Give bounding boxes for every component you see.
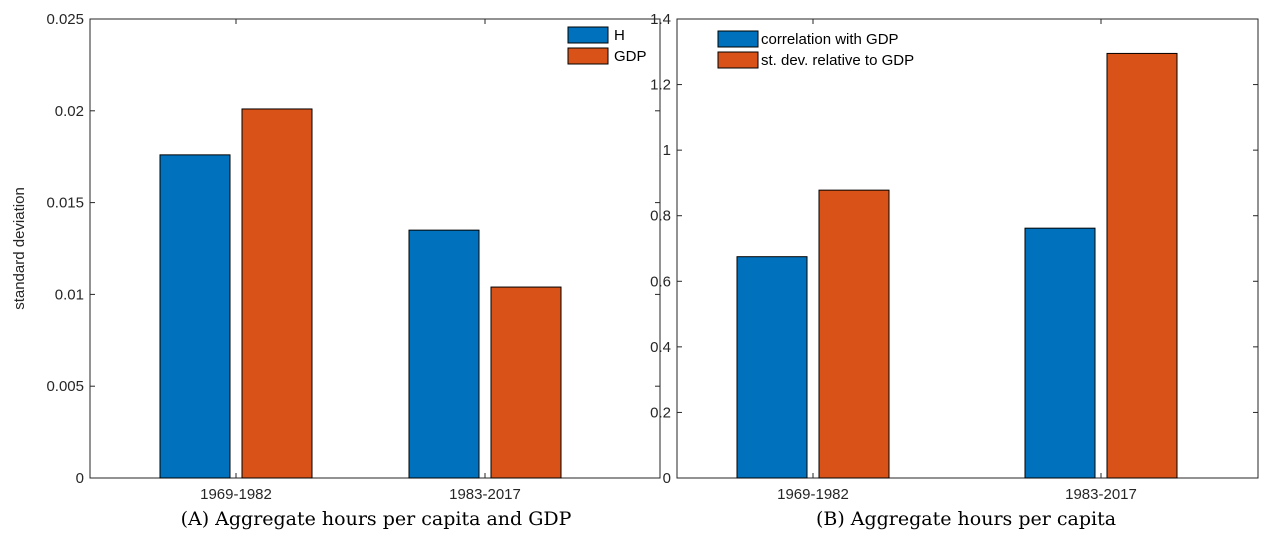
x-tick-label: 1969-1982	[200, 486, 272, 503]
x-tick-label: 1969-1982	[777, 486, 849, 503]
x-tick-label: 1983-2017	[449, 486, 521, 503]
figure-caption: (A) Aggregate hours per capita and GDP	[181, 508, 572, 530]
plot-area-frame	[89, 18, 661, 479]
y-tick-label: 1	[663, 142, 671, 159]
x-tick-label: 1983-2017	[1065, 486, 1137, 503]
bar-1969-1982-series-1	[159, 154, 231, 479]
y-tick-label: 0	[663, 470, 671, 487]
legend-label: st. dev. relative to GDP	[761, 52, 914, 69]
y-tick-label: 0.6	[650, 273, 671, 290]
y-tick-label: 0.2	[650, 404, 671, 421]
y-tick-label: 0.01	[55, 286, 84, 303]
y-tick-label: 0.02	[55, 103, 84, 120]
figure-caption: (B) Aggregate hours per capita	[816, 508, 1116, 530]
legend-swatch	[717, 30, 759, 48]
bar-1969-1982-series-2	[241, 108, 313, 479]
y-tick-label: 0.015	[46, 195, 84, 212]
chart-panel-a: 0 0.005 0.01 0.015 0.02 0.025 1969-1982 1983-20…	[11, 11, 661, 530]
y-tick-label: 0.005	[46, 378, 84, 395]
plot-area-frame	[676, 18, 1259, 479]
y-tick-label: 1.4	[650, 11, 671, 28]
y-tick-label: 0.8	[650, 208, 671, 225]
bar-1969-1982-series-2	[818, 189, 890, 479]
legend-swatch	[717, 51, 759, 69]
y-axis-label: standard deviation	[11, 187, 28, 310]
legend-swatch	[567, 26, 609, 44]
y-tick-label: 0.4	[650, 339, 671, 356]
y-tick-label: 0.025	[46, 11, 84, 28]
bar-1983-2017-series-2	[1106, 52, 1178, 479]
y-tick-label: 1.2	[650, 77, 671, 94]
bar-1983-2017-series-2	[490, 286, 562, 479]
bar-1983-2017-series-1	[408, 229, 480, 479]
bar-1983-2017-series-1	[1024, 227, 1096, 479]
legend-label: correlation with GDP	[761, 31, 899, 48]
legend-swatch	[567, 47, 609, 65]
chart-panel-b: 0 0.2 0.4 0.6 0.8 1 1.2 1.4 1969-1982 1983-2017 co…	[650, 11, 1259, 530]
legend-label: H	[614, 27, 625, 44]
legend-label: GDP	[614, 48, 647, 65]
bar-1969-1982-series-1	[736, 256, 808, 479]
y-tick-label: 0	[76, 470, 84, 487]
